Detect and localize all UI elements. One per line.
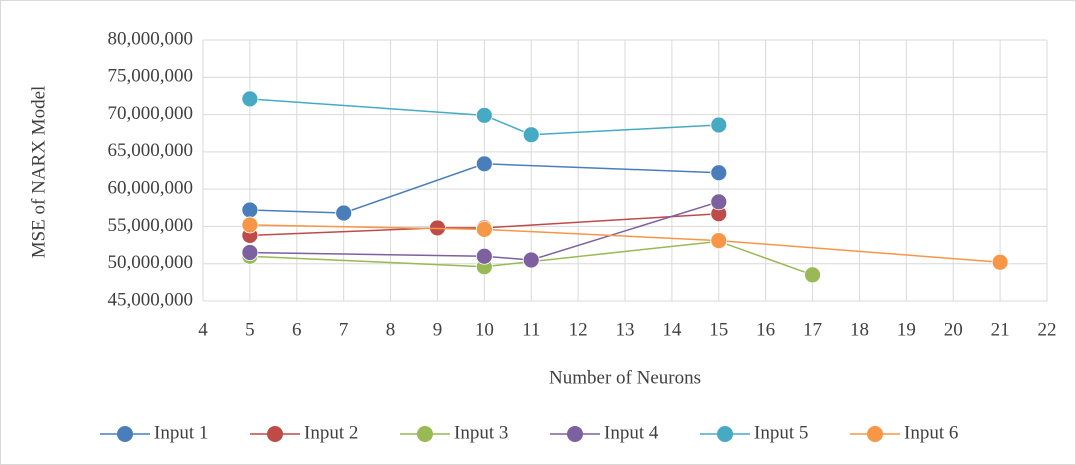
series-line <box>249 98 719 136</box>
data-point <box>522 251 540 269</box>
x-tick-label: 6 <box>292 319 302 340</box>
x-tick-label: 16 <box>756 319 775 340</box>
series-line <box>249 213 719 237</box>
x-tick-label: 7 <box>339 319 349 340</box>
data-point <box>475 247 493 265</box>
x-tick-label: 15 <box>709 319 728 340</box>
series-line <box>249 201 719 261</box>
data-point <box>475 221 493 238</box>
legend-marker <box>117 426 133 442</box>
x-tick-label: 22 <box>1038 319 1057 340</box>
legend-label: Input 4 <box>604 422 659 443</box>
series-line <box>249 224 1001 263</box>
series-line <box>249 240 813 276</box>
x-axis-label: Number of Neurons <box>549 367 701 388</box>
x-tick-label: 11 <box>522 319 540 340</box>
data-point <box>241 216 259 234</box>
data-point <box>522 126 540 144</box>
legend-label: Input 6 <box>904 422 958 443</box>
y-tick-label: 45,000,000 <box>108 289 194 310</box>
legend-marker <box>417 426 433 442</box>
y-axis-label: MSE of NARX Model <box>28 86 49 259</box>
y-tick-label: 80,000,000 <box>108 28 194 49</box>
x-tick-label: 8 <box>386 319 396 340</box>
legend-label: Input 1 <box>154 422 208 443</box>
data-point <box>710 164 728 182</box>
legend-marker <box>867 426 883 442</box>
data-point <box>710 116 728 134</box>
x-tick-label: 10 <box>475 319 494 340</box>
data-point <box>475 155 493 173</box>
data-point <box>241 201 259 219</box>
legend-label: Input 5 <box>754 422 808 443</box>
data-point <box>241 244 259 261</box>
data-point <box>710 193 728 211</box>
x-tick-label: 13 <box>616 319 635 340</box>
x-tick-label: 4 <box>198 319 208 340</box>
data-point <box>804 266 821 284</box>
legend-label: Input 3 <box>454 422 508 443</box>
x-tick-label: 21 <box>991 319 1010 340</box>
x-tick-label: 18 <box>850 319 869 340</box>
y-tick-label: 70,000,000 <box>108 103 194 124</box>
y-tick-label: 55,000,000 <box>108 215 194 236</box>
y-tick-label: 65,000,000 <box>108 140 194 161</box>
legend-marker <box>567 426 583 442</box>
x-tick-label: 9 <box>433 319 443 340</box>
data-point <box>241 90 259 108</box>
y-tick-label: 75,000,000 <box>108 66 194 87</box>
y-tick-label: 50,000,000 <box>108 252 194 273</box>
legend-label: Input 2 <box>304 422 358 443</box>
x-tick-label: 14 <box>662 319 682 340</box>
data-point <box>710 232 728 249</box>
series-line <box>249 163 719 214</box>
legend-marker <box>717 426 733 442</box>
data-point <box>475 106 493 124</box>
x-tick-label: 19 <box>897 319 916 340</box>
x-tick-label: 12 <box>569 319 588 340</box>
data-point <box>335 204 353 222</box>
x-tick-label: 20 <box>944 319 963 340</box>
x-tick-label: 5 <box>245 319 255 340</box>
x-tick-label: 17 <box>803 319 822 340</box>
data-point <box>991 253 1009 271</box>
y-tick-label: 60,000,000 <box>108 178 194 199</box>
legend-marker <box>267 426 283 442</box>
